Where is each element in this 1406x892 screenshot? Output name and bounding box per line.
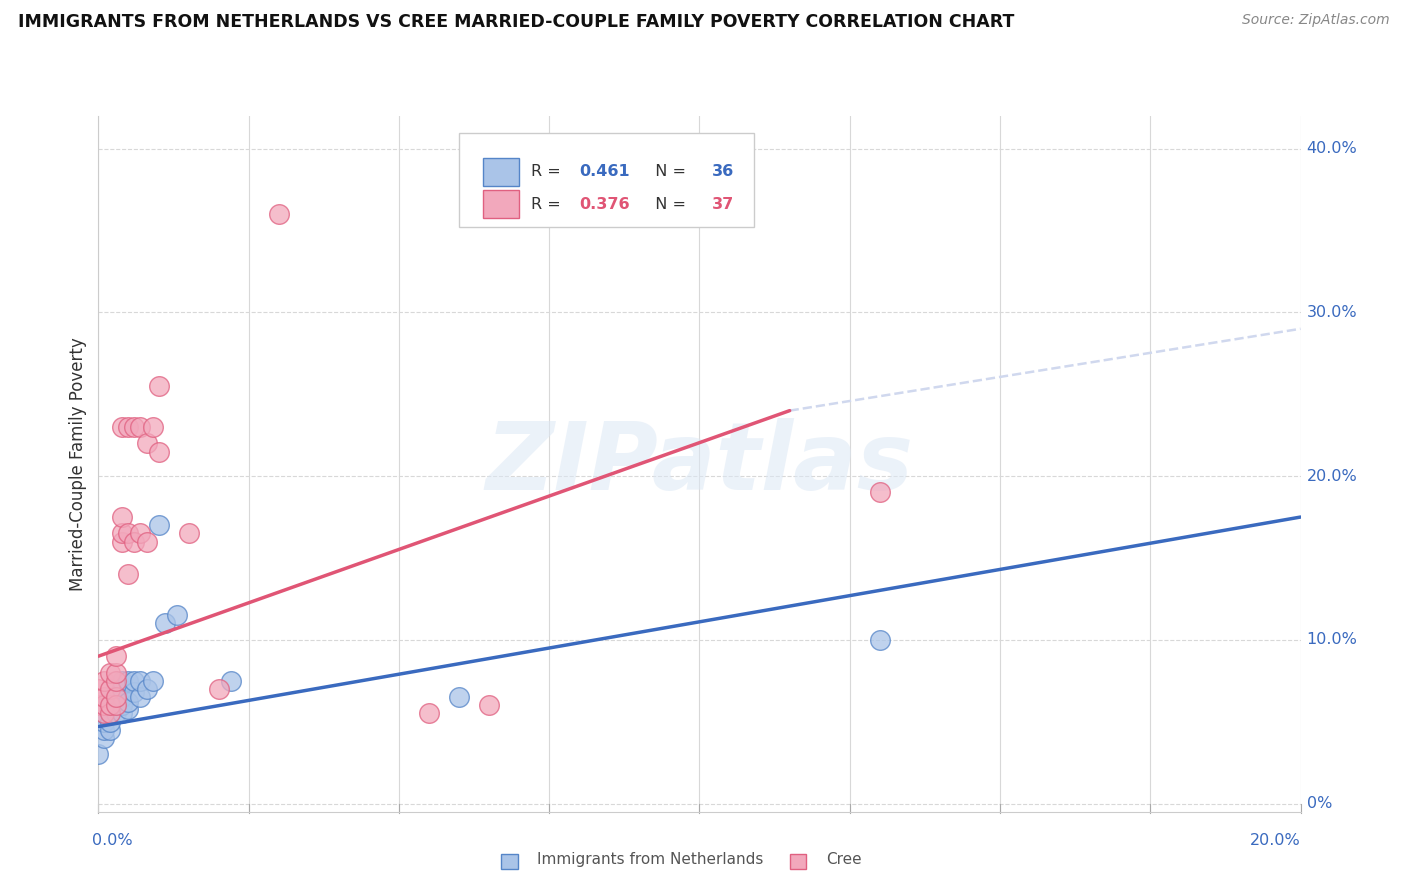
Y-axis label: Married-Couple Family Poverty: Married-Couple Family Poverty: [69, 337, 87, 591]
Bar: [484, 190, 519, 219]
Point: [111, 510, 134, 524]
Text: 20.0%: 20.0%: [1306, 468, 1357, 483]
Point: [100, 706, 122, 721]
Point: [100, 665, 122, 680]
Text: Immigrants from Netherlands: Immigrants from Netherlands: [537, 852, 763, 866]
Point: [100, 690, 122, 705]
Point: [117, 420, 139, 434]
Text: Source: ZipAtlas.com: Source: ZipAtlas.com: [1241, 13, 1389, 28]
Text: 20.0%: 20.0%: [1250, 833, 1301, 848]
Bar: [501, 855, 517, 870]
Text: 0%: 0%: [1306, 796, 1331, 811]
Bar: [484, 158, 519, 186]
Point: [117, 673, 139, 688]
Point: [117, 526, 139, 541]
Text: 0.461: 0.461: [579, 164, 630, 179]
Point: [129, 526, 152, 541]
Point: [117, 567, 139, 582]
Point: [100, 698, 122, 713]
Point: [148, 379, 170, 393]
Point: [135, 436, 157, 450]
Point: [87, 698, 110, 713]
Point: [117, 695, 139, 709]
Text: 40.0%: 40.0%: [1306, 141, 1357, 156]
Text: ZIPatlas: ZIPatlas: [485, 417, 914, 510]
Point: [124, 534, 146, 549]
Point: [93, 723, 115, 737]
Point: [93, 698, 115, 713]
Point: [219, 673, 242, 688]
FancyBboxPatch shape: [458, 134, 754, 227]
Point: [177, 526, 200, 541]
Point: [105, 690, 128, 705]
Point: [93, 731, 115, 745]
Text: IMMIGRANTS FROM NETHERLANDS VS CREE MARRIED-COUPLE FAMILY POVERTY CORRELATION CH: IMMIGRANTS FROM NETHERLANDS VS CREE MARR…: [18, 13, 1015, 31]
Point: [267, 207, 290, 221]
Point: [166, 608, 188, 623]
Point: [93, 706, 115, 721]
Point: [141, 420, 163, 434]
Point: [105, 690, 128, 705]
Point: [869, 632, 891, 647]
Point: [141, 673, 163, 688]
Point: [100, 714, 122, 729]
Point: [148, 444, 170, 458]
Text: 0.376: 0.376: [579, 197, 630, 211]
Point: [93, 706, 115, 721]
Point: [100, 706, 122, 721]
Point: [105, 698, 128, 713]
Text: 10.0%: 10.0%: [1306, 632, 1357, 648]
Text: Cree: Cree: [825, 852, 862, 866]
Point: [129, 690, 152, 705]
Text: N =: N =: [645, 164, 692, 179]
Text: 36: 36: [711, 164, 734, 179]
Point: [87, 681, 110, 696]
Point: [111, 690, 134, 705]
Point: [124, 685, 146, 699]
Point: [93, 673, 115, 688]
Point: [100, 698, 122, 713]
Point: [129, 420, 152, 434]
Point: [117, 701, 139, 715]
Text: R =: R =: [531, 164, 567, 179]
Text: 37: 37: [711, 197, 734, 211]
Point: [105, 706, 128, 721]
Point: [93, 690, 115, 705]
Point: [111, 673, 134, 688]
Point: [111, 698, 134, 713]
Point: [124, 420, 146, 434]
Point: [105, 698, 128, 713]
Point: [87, 747, 110, 762]
Point: [418, 706, 440, 721]
Text: 30.0%: 30.0%: [1306, 305, 1357, 320]
Text: R =: R =: [531, 197, 567, 211]
Bar: [790, 855, 807, 870]
Point: [105, 665, 128, 680]
Point: [111, 681, 134, 696]
Point: [93, 714, 115, 729]
Text: N =: N =: [645, 197, 692, 211]
Point: [208, 681, 231, 696]
Point: [105, 673, 128, 688]
Point: [153, 616, 176, 631]
Point: [100, 681, 122, 696]
Point: [105, 679, 128, 693]
Point: [135, 534, 157, 549]
Point: [478, 698, 501, 713]
Point: [100, 723, 122, 737]
Point: [869, 485, 891, 500]
Point: [111, 706, 134, 721]
Point: [129, 673, 152, 688]
Text: 0.0%: 0.0%: [93, 833, 134, 848]
Point: [148, 518, 170, 533]
Point: [93, 698, 115, 713]
Point: [105, 649, 128, 664]
Point: [447, 690, 470, 705]
Point: [111, 420, 134, 434]
Point: [111, 526, 134, 541]
Point: [105, 685, 128, 699]
Point: [135, 681, 157, 696]
Point: [111, 534, 134, 549]
Point: [124, 673, 146, 688]
